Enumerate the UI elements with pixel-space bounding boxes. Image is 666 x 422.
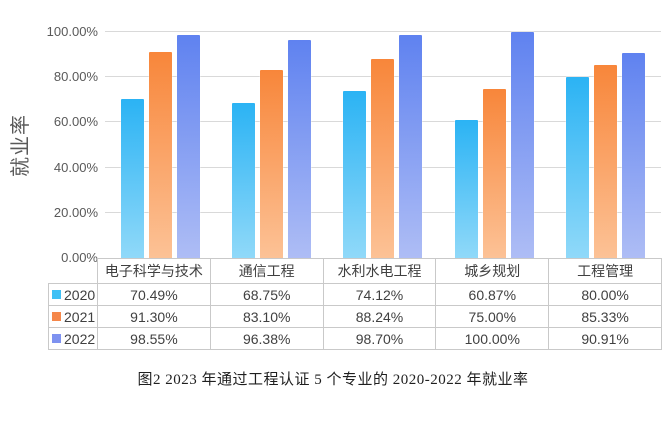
bar-2020-水利水电工程 bbox=[343, 90, 367, 258]
bar-2021-通信工程 bbox=[260, 70, 284, 258]
table-cell: 75.00% bbox=[435, 305, 550, 328]
table-cell: 98.55% bbox=[97, 327, 211, 350]
y-tick-label: 60.00% bbox=[53, 114, 98, 130]
table-cell: 80.00% bbox=[548, 283, 662, 306]
legend-swatch-icon bbox=[52, 334, 61, 344]
bar-2021-城乡规划 bbox=[482, 88, 506, 258]
table-row: 2020 70.49% 68.75% 74.12% 60.87% 80.00% bbox=[48, 283, 662, 306]
y-tick-label: 0.00% bbox=[61, 250, 98, 265]
column-header-1: 电子科学与技术 bbox=[97, 258, 211, 284]
bar-2020-工程管理 bbox=[565, 77, 589, 258]
bar-2022-电子科学与技术 bbox=[177, 35, 201, 258]
y-tick-label: 20.00% bbox=[53, 204, 98, 220]
table-cell: 68.75% bbox=[209, 283, 324, 306]
column-header-2: 通信工程 bbox=[209, 258, 324, 284]
table-cell: 96.38% bbox=[209, 327, 324, 350]
y-axis-tick-labels: 0.00% 20.00% 40.00% 60.00% 80.00% 100.00% bbox=[0, 0, 98, 266]
legend-swatch-icon bbox=[52, 312, 61, 322]
legend-row-label-2022: 2022 bbox=[48, 327, 98, 350]
table-cell: 90.91% bbox=[548, 327, 662, 350]
bar-group-4 bbox=[439, 32, 550, 258]
bar-2021-工程管理 bbox=[593, 65, 617, 258]
table-cell: 85.33% bbox=[548, 305, 662, 328]
plot-area bbox=[105, 31, 661, 258]
data-table: 电子科学与技术 通信工程 水利水电工程 城乡规划 工程管理 2020 70.49% 68.75… bbox=[48, 258, 662, 350]
bar-group-5 bbox=[550, 32, 661, 258]
bar-2021-电子科学与技术 bbox=[149, 51, 173, 258]
table-corner-cell bbox=[49, 259, 98, 284]
bar-group-2 bbox=[216, 32, 327, 258]
column-header-5: 工程管理 bbox=[548, 258, 662, 284]
y-tick-label: 40.00% bbox=[53, 159, 98, 175]
bar-2022-城乡规划 bbox=[510, 32, 534, 258]
gridline bbox=[105, 31, 661, 32]
figure-caption: 图2 2023 年通过工程认证 5 个专业的 2020-2022 年就业率 bbox=[137, 372, 529, 388]
legend-swatch-icon bbox=[52, 290, 61, 300]
bar-2020-城乡规划 bbox=[454, 120, 478, 258]
table-cell: 70.49% bbox=[97, 283, 211, 306]
table-cell: 88.24% bbox=[322, 305, 437, 328]
bar-2022-通信工程 bbox=[288, 40, 312, 258]
column-header-4: 城乡规划 bbox=[435, 258, 550, 284]
y-tick-label: 80.00% bbox=[53, 69, 98, 85]
bar-2021-水利水电工程 bbox=[371, 58, 395, 258]
y-tick-label: 100.00% bbox=[46, 24, 98, 39]
table-cell: 91.30% bbox=[97, 305, 211, 328]
table-cell: 74.12% bbox=[322, 283, 437, 306]
table-cell: 98.70% bbox=[322, 327, 437, 350]
bar-group-3 bbox=[327, 32, 438, 258]
table-cell: 60.87% bbox=[435, 283, 550, 306]
bar-2020-通信工程 bbox=[232, 102, 256, 258]
bar-2022-工程管理 bbox=[621, 52, 645, 258]
bar-2020-电子科学与技术 bbox=[121, 98, 145, 258]
bar-group-1 bbox=[105, 32, 216, 258]
table-cell: 83.10% bbox=[209, 305, 324, 328]
column-header-3: 水利水电工程 bbox=[322, 258, 437, 284]
bar-2022-水利水电工程 bbox=[399, 34, 423, 258]
legend-row-label-2020: 2020 bbox=[48, 283, 98, 306]
table-row: 2021 91.30% 83.10% 88.24% 75.00% 85.33% bbox=[48, 305, 662, 328]
table-cell: 100.00% bbox=[435, 327, 550, 350]
legend-row-label-2021: 2021 bbox=[48, 305, 98, 328]
table-row: 2022 98.55% 96.38% 98.70% 100.00% 90.91% bbox=[48, 327, 662, 350]
